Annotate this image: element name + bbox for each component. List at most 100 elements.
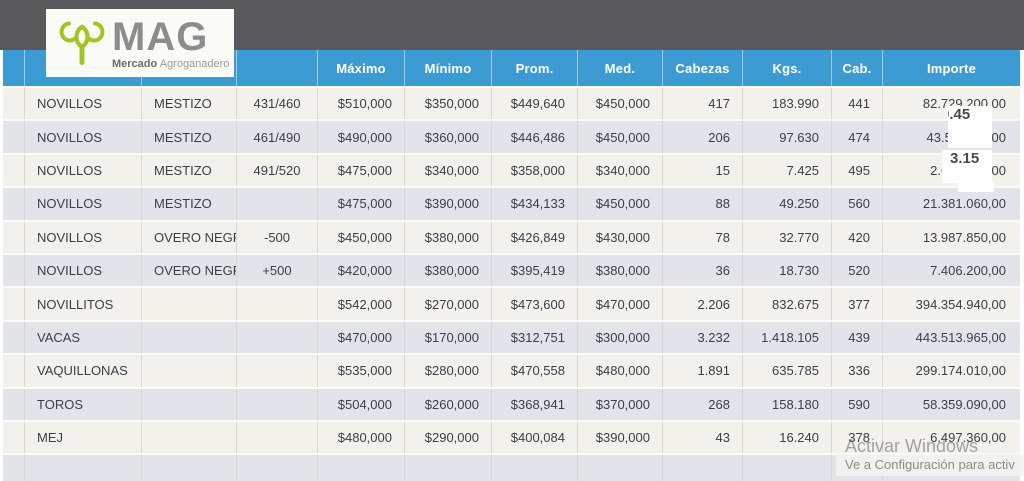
table-cell: $470,000 [578,288,663,320]
table-cell: 18.730 [743,254,832,287]
table-cell: NOVILLOS [25,121,142,153]
table-cell: $390,000 [405,188,492,220]
table-cell: $260,000 [405,388,492,420]
table-cell-empty [578,455,663,481]
table-cell [237,355,318,387]
row-leading-cell [3,288,25,320]
table-cell: 36 [663,254,743,287]
table-cell: $430,000 [578,221,663,253]
table-cell: 495 [832,154,883,187]
table-cell: $280,000 [405,355,492,387]
table-cell: $475,000 [318,188,405,220]
column-header-empty [142,50,237,86]
table-cell: $368,941 [492,388,578,420]
table-cell: 378 [832,421,883,454]
table-cell-empty [663,455,743,481]
table-cell: $360,000 [405,121,492,153]
table-cell: 16.240 [743,421,832,454]
table-cell [142,321,237,354]
table-cell-empty [318,455,405,481]
table-cell [237,288,318,320]
row-leading-cell [3,221,25,253]
table-row: VACAS $470,000 $170,000 $312,751 $300,000 3.2… [3,321,1020,356]
watermark-band [836,454,1024,476]
column-header-prom: Prom. [492,50,578,86]
table-cell: 832.675 [743,288,832,320]
table-cell: $449,640 [492,88,578,120]
table-cell: 78 [663,221,743,253]
column-header-empty [237,50,318,86]
mag-cattle-brand-icon [56,15,108,71]
table-cell: $290,000 [405,421,492,454]
table-cell: $480,000 [578,355,663,387]
table-cell: 420 [832,221,883,253]
row-leading-cell [3,188,25,220]
table-cell: $542,000 [318,288,405,320]
column-header-importe: Importe [926,60,977,76]
table-cell: 97.630 [743,121,832,153]
table-cell [142,421,237,454]
table-cell: 1.891 [663,355,743,387]
table-cell: 15 [663,154,743,187]
table-cell: NOVILLOS [25,154,142,187]
table-cell: $358,000 [492,154,578,187]
table-row: NOVILLITOS $542,000 $270,000 $473,600 $470,0… [3,288,1020,322]
table-cell: 3.232 [663,321,743,354]
table-cell: 1.418.105 [743,321,832,354]
table-cell-empty [25,455,142,481]
table-cell: $426,849 [492,221,578,253]
table-cell: $434,133 [492,188,578,220]
table-cell: $450,000 [578,188,663,220]
table-cell: $340,000 [405,154,492,187]
table-cell: $446,486 [492,121,578,153]
table-cell: $504,000 [318,388,405,420]
table-cell: 491/520 [237,154,318,187]
table-cell: 158.180 [743,388,832,420]
table-cell: $270,000 [405,288,492,320]
table-cell: $450,000 [578,88,663,120]
table-cell: 7.406.200,00 [930,263,1006,279]
table-cell: NOVILLOS [25,88,142,120]
row-leading-cell [3,154,25,187]
row-leading-cell [3,355,25,387]
table-cell: 336 [832,355,883,387]
table-cell: $510,000 [318,88,405,120]
row-leading-cell [3,388,25,420]
table-cell: 520 [832,254,883,287]
table-cell [142,388,237,420]
column-header-mximo: Máximo [318,50,405,86]
table-cell: MESTIZO [142,154,237,187]
table-cell: $480,000 [318,421,405,454]
table-cell: VACAS [25,321,142,354]
logo-text: MAG Mercado Agroganadero [112,17,229,70]
screen-artifact-patch [958,182,994,192]
windows-activation-watermark-subtitle: Ve a Configuración para activ [845,457,1015,472]
table-cell: MESTIZO [142,88,237,120]
table-cell: $380,000 [405,254,492,287]
table-cell: $170,000 [405,321,492,354]
table-cell: $535,000 [318,355,405,387]
row-leading-cell [3,254,25,287]
table-cell: +500 [237,254,318,287]
table-cell: MESTIZO [142,188,237,220]
market-table: Máximo Mínimo Prom. Med. Cabezas Kgs. Cab. Impo… [3,50,1020,481]
row-leading-cell [3,321,25,354]
table-cell: OVERO NEGRO [142,221,237,253]
table-cell: 21.381.060,00 [922,196,1006,212]
table-row: NOVILLOS MESTIZO 461/490 $490,000 $360,000 $4… [3,121,1020,155]
table-cell: $420,000 [318,254,405,287]
table-cell [142,288,237,320]
table-cell-empty [3,455,25,481]
table-cell: $380,000 [405,221,492,253]
table-cell: -500 [237,221,318,253]
table-cell: 417 [663,88,743,120]
table-cell: 7.425 [743,154,832,187]
table-cell: 590 [832,388,883,420]
table-cell-empty [743,455,832,481]
table-cell: 461/490 [237,121,318,153]
table-cell: TOROS [25,388,142,420]
table-cell: 206 [663,121,743,153]
right-edge-strip [1020,50,1024,481]
